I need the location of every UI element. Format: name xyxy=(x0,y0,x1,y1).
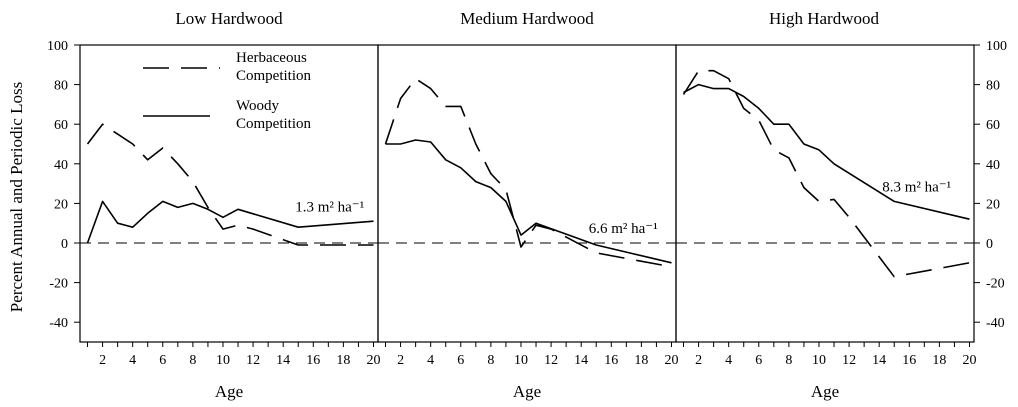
x-tick-label: 18 xyxy=(932,353,946,368)
x-axis-label: Age xyxy=(513,382,541,401)
panel-title: Medium Hardwood xyxy=(460,9,594,28)
x-tick-label: 16 xyxy=(604,353,618,368)
x-tick-label: 6 xyxy=(755,353,762,368)
y-tick-label: 20 xyxy=(54,197,68,212)
x-tick-label: 8 xyxy=(785,353,792,368)
y-tick-label: 40 xyxy=(986,158,1000,173)
y-tick-label: 0 xyxy=(986,237,993,252)
legend-label: Competition xyxy=(236,116,312,132)
panel-1: Low Hardwood 2 4 6 8 10 12 14 16 18 20 Age -40 -20 0 20… xyxy=(47,9,380,401)
y-tick-label: 100 xyxy=(47,39,68,54)
x-tick-label: 20 xyxy=(366,353,380,368)
y-tick-label: 100 xyxy=(986,39,1007,54)
x-tick-label: 12 xyxy=(842,353,856,368)
x-tick-label: 20 xyxy=(664,353,678,368)
y-tick-label: -40 xyxy=(49,316,68,331)
x-tick-label: 6 xyxy=(159,353,166,368)
herbaceous-competition-line xyxy=(384,77,672,268)
legend-label: Herbaceous xyxy=(236,50,307,66)
x-tick-label: 14 xyxy=(276,353,290,368)
panel-3: High Hardwood 2 4 6 8 10 12 14 16 18 20 Age -40 -20 0 2… xyxy=(675,9,1007,401)
x-tick-label: 2 xyxy=(99,353,106,368)
panel-title: Low Hardwood xyxy=(175,9,283,28)
x-tick-label: 4 xyxy=(725,353,732,368)
x-tick-label: 18 xyxy=(634,353,648,368)
woody-competition-line xyxy=(86,200,374,244)
x-tick-label: 10 xyxy=(514,353,528,368)
x-axis-label: Age xyxy=(215,382,243,401)
y-axis-label: Percent Annual and Periodic Loss xyxy=(7,82,26,312)
panel-2: Medium Hardwood 2 4 6 8 10 12 14 16 18 20 Age 6.6 m²… xyxy=(377,9,678,401)
basal-area-annotation: 6.6 m² ha⁻¹ xyxy=(589,221,658,237)
y-tick-label: 80 xyxy=(54,79,68,94)
herbaceous-competition-line xyxy=(682,69,970,278)
x-tick-label: 12 xyxy=(544,353,558,368)
x-axis-label: Age xyxy=(811,382,839,401)
x-tick-label: 4 xyxy=(427,353,434,368)
y-tick-label: 60 xyxy=(54,118,68,133)
woody-competition-line xyxy=(385,139,672,264)
panel-frame xyxy=(675,44,975,343)
x-tick-label: 10 xyxy=(812,353,826,368)
x-tick-label: 14 xyxy=(574,353,588,368)
legend-label: Competition xyxy=(236,68,312,84)
basal-area-annotation: 1.3 m² ha⁻¹ xyxy=(295,199,364,215)
x-tick-label: 12 xyxy=(246,353,260,368)
herbaceous-competition-line xyxy=(86,123,374,246)
y-tick-label: 20 xyxy=(986,197,1000,212)
x-tick-label: 6 xyxy=(457,353,464,368)
x-tick-label: 2 xyxy=(695,353,702,368)
legend: Herbaceous Competition Woody Competition xyxy=(143,50,312,132)
basal-area-annotation: 8.3 m² ha⁻¹ xyxy=(882,180,951,196)
woody-competition-line xyxy=(683,83,970,220)
x-tick-label: 8 xyxy=(189,353,196,368)
panel-title: High Hardwood xyxy=(769,9,880,28)
panel-frame xyxy=(79,44,379,343)
x-tick-label: 14 xyxy=(872,353,886,368)
x-tick-label: 16 xyxy=(306,353,320,368)
x-tick-label: 8 xyxy=(487,353,494,368)
y-tick-label: 60 xyxy=(986,118,1000,133)
x-tick-label: 4 xyxy=(129,353,136,368)
y-tick-label: 80 xyxy=(986,79,1000,94)
panel-frame xyxy=(377,44,677,343)
y-tick-label: -20 xyxy=(49,277,68,292)
y-tick-label: -20 xyxy=(986,277,1005,292)
y-tick-label: 0 xyxy=(61,237,68,252)
x-tick-label: 2 xyxy=(397,353,404,368)
y-tick-label: -40 xyxy=(986,316,1005,331)
x-tick-label: 18 xyxy=(336,353,350,368)
x-tick-label: 16 xyxy=(902,353,916,368)
y-tick-label: 40 xyxy=(54,158,68,173)
x-tick-label: 20 xyxy=(962,353,976,368)
legend-label: Woody xyxy=(236,98,279,114)
x-tick-label: 10 xyxy=(216,353,230,368)
